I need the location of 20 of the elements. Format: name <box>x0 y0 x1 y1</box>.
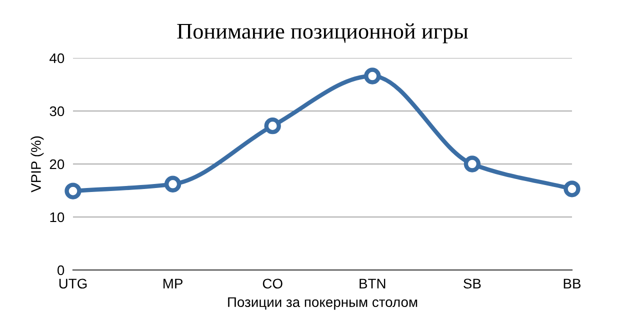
y-tick-label: 20 <box>50 159 64 170</box>
x-tick-label: CO <box>262 278 282 289</box>
point <box>164 176 182 192</box>
point <box>364 68 381 84</box>
x-tick-label: BB <box>564 278 581 288</box>
y-axis-title: VPIP (%) <box>30 136 44 192</box>
point <box>564 180 580 198</box>
chart-title: Понимание позиционной игры <box>177 23 468 44</box>
x-tick-label: BTN <box>360 278 386 288</box>
point <box>464 156 481 172</box>
y-tick-label: 10 <box>50 212 64 222</box>
x-tick-label: MP <box>164 278 182 288</box>
y-tick-label: 0 <box>57 265 64 276</box>
x-axis-title: Позиции за покерным столом <box>228 297 418 310</box>
point <box>264 118 281 134</box>
x-tick-label: UTG <box>59 278 87 289</box>
x-tick-label: SB <box>464 278 481 289</box>
y-tick-label: 40 <box>50 53 64 64</box>
y-tick-label: 30 <box>50 106 64 116</box>
point <box>64 182 82 200</box>
